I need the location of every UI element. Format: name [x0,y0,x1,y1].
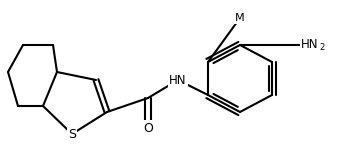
Text: O: O [143,122,153,134]
Text: HN: HN [301,39,319,51]
Text: 2: 2 [319,42,324,51]
Text: M: M [235,13,245,23]
Text: HN: HN [169,73,187,86]
Text: S: S [68,127,76,141]
